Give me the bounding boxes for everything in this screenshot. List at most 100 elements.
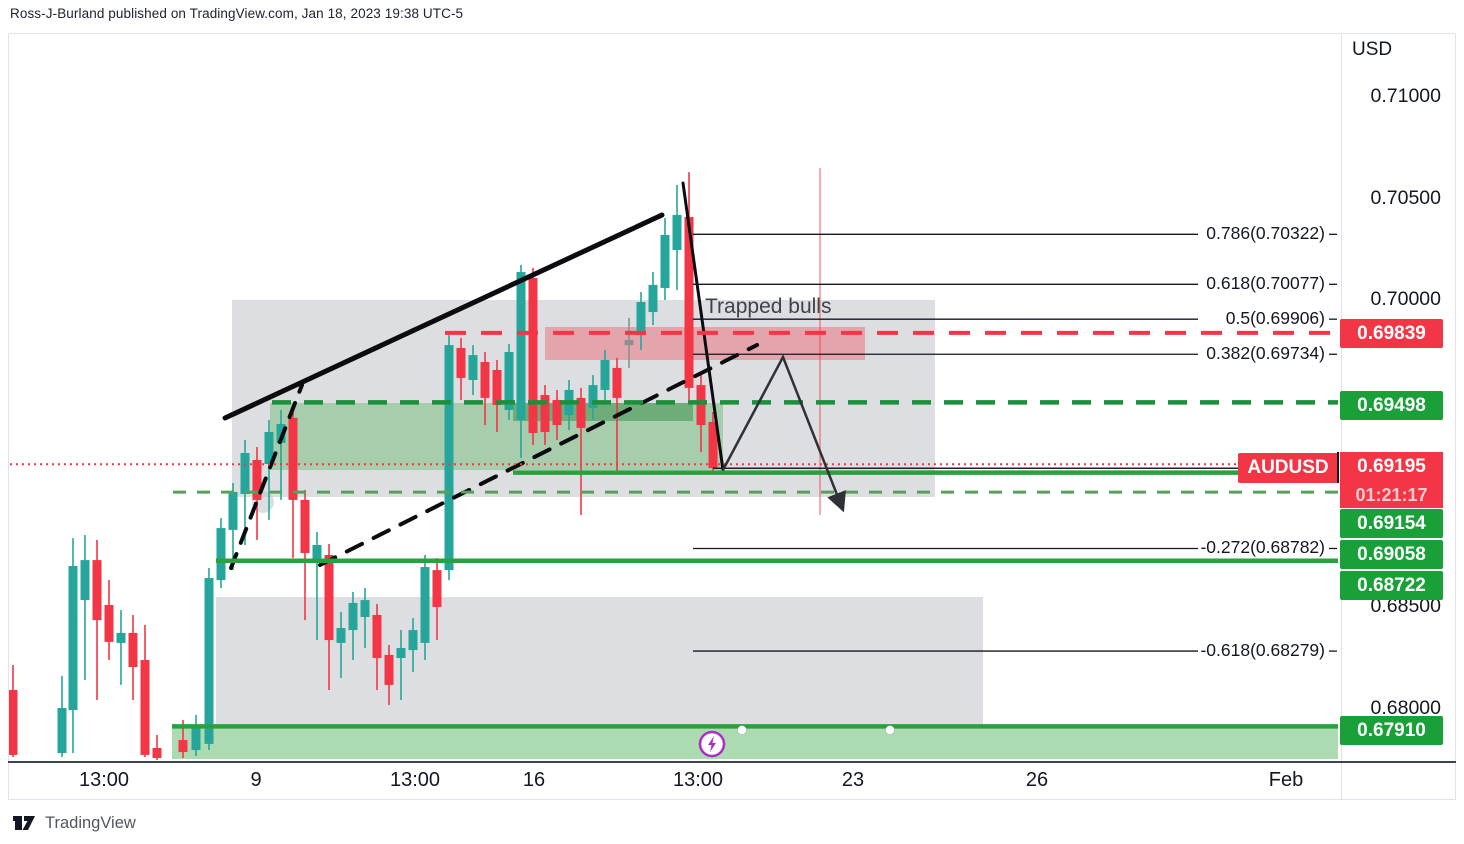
demand-green-strip[interactable] xyxy=(513,403,693,421)
candle-body xyxy=(660,234,670,288)
candle-body xyxy=(708,421,718,469)
candle-body xyxy=(240,453,250,495)
candle-body xyxy=(348,602,358,631)
candle-body xyxy=(540,395,550,432)
time-axis-label: 13:00 xyxy=(389,769,441,791)
candle-body xyxy=(216,528,226,581)
candle-body xyxy=(372,614,382,659)
candle-body xyxy=(588,385,598,408)
time-axis-label: 13:00 xyxy=(672,769,724,791)
price-tick-label: 0.68500 xyxy=(1370,595,1442,617)
time-axis-label: 16 xyxy=(522,769,546,791)
candle-body xyxy=(288,417,298,500)
candle-body xyxy=(140,660,150,755)
price-level-label: 0.69058 xyxy=(1340,539,1443,569)
publish-attribution: Ross-J-Burland published on TradingView.… xyxy=(10,6,464,21)
line-handle-dot[interactable] xyxy=(885,725,895,735)
candle-body xyxy=(68,566,78,711)
candle-body xyxy=(191,727,201,751)
candle-body xyxy=(648,284,658,313)
candle-body xyxy=(360,600,370,618)
bearish-projection-arrow[interactable] xyxy=(721,354,846,513)
fib-level-label: 0.5(0.69906) xyxy=(1225,308,1325,329)
candle-body xyxy=(408,630,418,651)
tradingview-footer[interactable]: TradingView xyxy=(12,811,136,835)
plot-area xyxy=(9,168,1338,761)
dashed-support-steep[interactable] xyxy=(229,383,304,570)
candle-body xyxy=(204,578,214,744)
candle-body xyxy=(420,567,430,643)
price-tick-label: 0.68000 xyxy=(1370,697,1442,719)
candle-body xyxy=(516,272,526,420)
candle-body xyxy=(300,499,310,553)
candle-body xyxy=(336,628,346,643)
candle-body xyxy=(684,216,694,388)
time-axis-label: Feb xyxy=(1268,769,1304,791)
bottom-green-zone[interactable] xyxy=(172,728,1338,759)
price-level-label: 0.68722 xyxy=(1340,570,1443,600)
candle-body xyxy=(228,491,238,530)
lower-gray-zone[interactable] xyxy=(216,597,983,725)
lightning-bolt-glyph xyxy=(708,736,716,752)
time-axis-label: 23 xyxy=(841,769,865,791)
price-tick-label: 0.70500 xyxy=(1370,187,1442,209)
candle-body xyxy=(444,345,454,571)
candle-body xyxy=(92,560,102,621)
tradingview-logo-icon xyxy=(13,816,35,830)
candle-body xyxy=(504,352,514,410)
price-level-label: 0.69839 xyxy=(1340,318,1443,348)
candle-body xyxy=(672,214,682,251)
time-axis-divider xyxy=(8,761,1456,763)
candle-body xyxy=(116,632,126,643)
candle-body xyxy=(264,431,274,465)
candle-body xyxy=(312,545,322,561)
currency-label: USD xyxy=(1352,39,1393,60)
candle-body xyxy=(57,708,67,754)
candle-body xyxy=(612,367,622,398)
symbol-label: AUDUSD xyxy=(1238,453,1338,483)
candle-body xyxy=(396,648,406,659)
candle-body xyxy=(178,740,188,753)
bar-countdown: 01:21:17 xyxy=(1340,482,1443,508)
candle-body xyxy=(152,747,162,758)
candle-body xyxy=(528,277,538,434)
fib-level-label: -0.618(0.68279) xyxy=(1200,640,1325,661)
time-axis-label: 9 xyxy=(250,769,262,791)
price-level-label: 0.67910 xyxy=(1340,715,1443,745)
chart-frame[interactable] xyxy=(8,33,1456,800)
candle-body xyxy=(624,339,634,346)
price-level-label: 0.69154 xyxy=(1340,508,1443,538)
fib-level-label: -0.272(0.68782) xyxy=(1200,537,1325,558)
candle-body xyxy=(696,385,706,426)
symbol-label-divider xyxy=(1337,452,1339,483)
fib-level-label: 0.786(0.70322) xyxy=(1206,223,1325,244)
rising-wedge-upper[interactable] xyxy=(222,212,665,421)
price-tick-label: 0.71000 xyxy=(1370,85,1442,107)
line-handle-dot[interactable] xyxy=(737,725,747,735)
candle-body xyxy=(324,555,334,641)
fib-level-label: 0.382(0.69734) xyxy=(1206,343,1325,364)
tradingview-brand-text: TradingView xyxy=(45,813,136,832)
breakdown-line[interactable] xyxy=(681,181,725,472)
candle-body xyxy=(600,359,610,390)
candle-body xyxy=(456,347,466,378)
candle-body xyxy=(80,560,90,601)
candle-body xyxy=(384,654,394,685)
price-tick-label: 0.70000 xyxy=(1370,288,1442,310)
candle-body xyxy=(128,632,138,667)
fib-level-label: 0.618(0.70077) xyxy=(1206,273,1325,294)
candlestick-series xyxy=(9,172,718,761)
trapped-bulls-annotation[interactable]: Trapped bulls xyxy=(705,295,832,318)
dashed-support-long[interactable] xyxy=(318,343,759,567)
candle-body xyxy=(492,369,502,406)
candle-body xyxy=(432,570,442,608)
time-axis-label: 13:00 xyxy=(78,769,130,791)
candle-body xyxy=(468,355,478,380)
candle-body xyxy=(552,399,562,426)
candle-body xyxy=(9,690,18,755)
candle-body xyxy=(276,424,286,444)
candle-body xyxy=(480,362,490,398)
candle-body xyxy=(104,604,114,642)
